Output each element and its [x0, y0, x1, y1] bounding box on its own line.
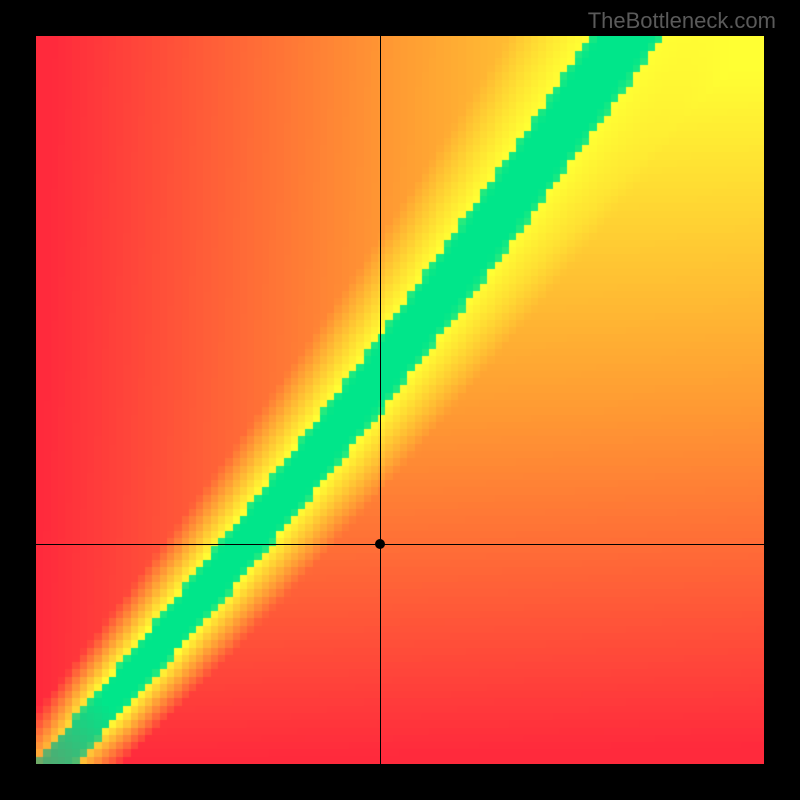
- data-point: [375, 539, 385, 549]
- crosshair-horizontal: [36, 544, 764, 545]
- heatmap-canvas: [36, 36, 764, 764]
- watermark-text: TheBottleneck.com: [588, 8, 776, 34]
- chart-plot-area: [36, 36, 764, 764]
- crosshair-vertical: [380, 36, 381, 764]
